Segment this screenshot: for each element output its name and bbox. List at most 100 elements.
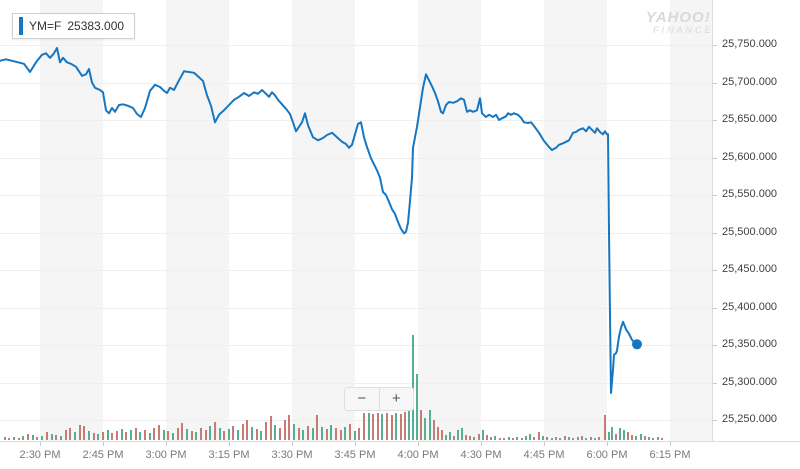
time-axis-label: 3:00 PM xyxy=(145,449,187,461)
time-axis-tick xyxy=(103,442,104,446)
price-axis-tick xyxy=(713,345,717,346)
volume-bar xyxy=(590,437,592,440)
time-axis-label: 6:00 PM xyxy=(586,449,628,461)
volume-bar xyxy=(330,425,332,440)
volume-bar xyxy=(288,415,290,440)
volume-bar xyxy=(533,437,535,440)
volume-bar xyxy=(354,431,356,440)
volume-bar xyxy=(644,436,646,440)
volume-bar xyxy=(358,428,360,440)
grid-stripe xyxy=(292,0,355,441)
volume-bar xyxy=(598,437,600,440)
time-axis-label: 2:45 PM xyxy=(82,449,124,461)
price-gridline xyxy=(0,345,712,346)
volume-bar xyxy=(214,422,216,440)
volume-bar xyxy=(251,427,253,440)
symbol-legend: YM=F 25383.000 xyxy=(12,13,136,39)
grid-stripe xyxy=(418,0,481,441)
volume-bar xyxy=(242,424,244,440)
volume-bar xyxy=(648,437,650,440)
volume-bar xyxy=(139,432,141,440)
volume-bar xyxy=(246,420,248,440)
volume-bar xyxy=(293,424,295,440)
time-axis-tick xyxy=(229,442,230,446)
time-axis-tick xyxy=(481,442,482,446)
price-axis-label: 25,550.000 xyxy=(722,188,778,200)
volume-bar xyxy=(386,413,388,440)
volume-bar xyxy=(186,429,188,440)
volume-bar xyxy=(486,435,488,440)
volume-bar xyxy=(191,431,193,440)
price-axis-label: 25,350.000 xyxy=(722,338,778,350)
volume-bar xyxy=(8,438,10,440)
volume-bar xyxy=(228,429,230,440)
time-axis-label: 6:15 PM xyxy=(649,449,691,461)
volume-bar xyxy=(260,431,262,440)
volume-bar xyxy=(623,430,625,440)
grid-stripe xyxy=(40,0,103,441)
volume-bar xyxy=(465,435,467,440)
watermark-finance-text: FINANCE xyxy=(653,25,712,35)
volume-bar xyxy=(424,418,426,440)
volume-bar xyxy=(125,432,127,440)
volume-bar xyxy=(97,434,99,440)
volume-bar xyxy=(46,432,48,440)
volume-bar xyxy=(135,428,137,440)
volume-bar xyxy=(433,420,435,440)
volume-bar xyxy=(205,430,207,440)
volume-bar xyxy=(4,437,6,440)
time-axis-label: 3:15 PM xyxy=(208,449,250,461)
volume-bar xyxy=(420,410,422,440)
last-price-dot xyxy=(632,339,642,350)
volume-bar xyxy=(437,427,439,440)
price-gridline xyxy=(0,232,712,234)
volume-bar xyxy=(270,416,272,440)
volume-bar xyxy=(93,433,95,440)
volume-bar xyxy=(167,431,169,440)
volume-bar xyxy=(219,428,221,440)
volume-bar xyxy=(577,437,579,440)
chart-plot-area[interactable]: YAHOO! FINANCE YM=F 25383.000 − + xyxy=(0,0,712,441)
volume-bar xyxy=(298,428,300,440)
volume-bar xyxy=(111,433,113,440)
price-axis-label: 25,250.000 xyxy=(722,413,778,425)
volume-bar xyxy=(551,438,553,440)
yahoo-finance-watermark: YAHOO! FINANCE xyxy=(643,9,712,35)
volume-bar xyxy=(284,420,286,440)
time-axis-label: 2:30 PM xyxy=(19,449,61,461)
volume-bar xyxy=(265,422,267,440)
volume-bars-layer xyxy=(4,335,663,440)
volume-bar xyxy=(307,426,309,440)
price-axis-tick xyxy=(713,195,717,196)
volume-bar xyxy=(525,436,527,440)
price-gridline xyxy=(0,82,712,84)
volume-bar xyxy=(65,430,67,440)
time-axis-tick xyxy=(355,442,356,446)
volume-bar xyxy=(79,425,81,440)
time-axis-label: 4:00 PM xyxy=(397,449,439,461)
price-gridline xyxy=(0,270,712,271)
price-gridline xyxy=(0,120,712,121)
volume-bar xyxy=(36,437,38,440)
volume-bar xyxy=(13,437,15,440)
time-axis-tick xyxy=(670,442,671,446)
volume-bar xyxy=(461,428,463,440)
volume-bar xyxy=(223,431,225,440)
zoom-in-button[interactable]: + xyxy=(380,388,414,410)
volume-bar xyxy=(381,414,383,440)
volume-bar xyxy=(538,432,540,440)
zoom-out-button[interactable]: − xyxy=(345,388,379,410)
volume-bar xyxy=(22,436,24,440)
price-line-series xyxy=(0,47,638,394)
volume-bar xyxy=(172,433,174,440)
volume-bar xyxy=(627,432,629,440)
volume-bar xyxy=(74,432,76,440)
volume-bar xyxy=(69,428,71,440)
volume-bar xyxy=(542,436,544,440)
volume-bar xyxy=(274,425,276,440)
volume-bar xyxy=(321,427,323,440)
price-line-canvas[interactable] xyxy=(0,0,712,441)
zoom-controls: − + xyxy=(344,387,414,411)
volume-bar xyxy=(469,436,471,440)
